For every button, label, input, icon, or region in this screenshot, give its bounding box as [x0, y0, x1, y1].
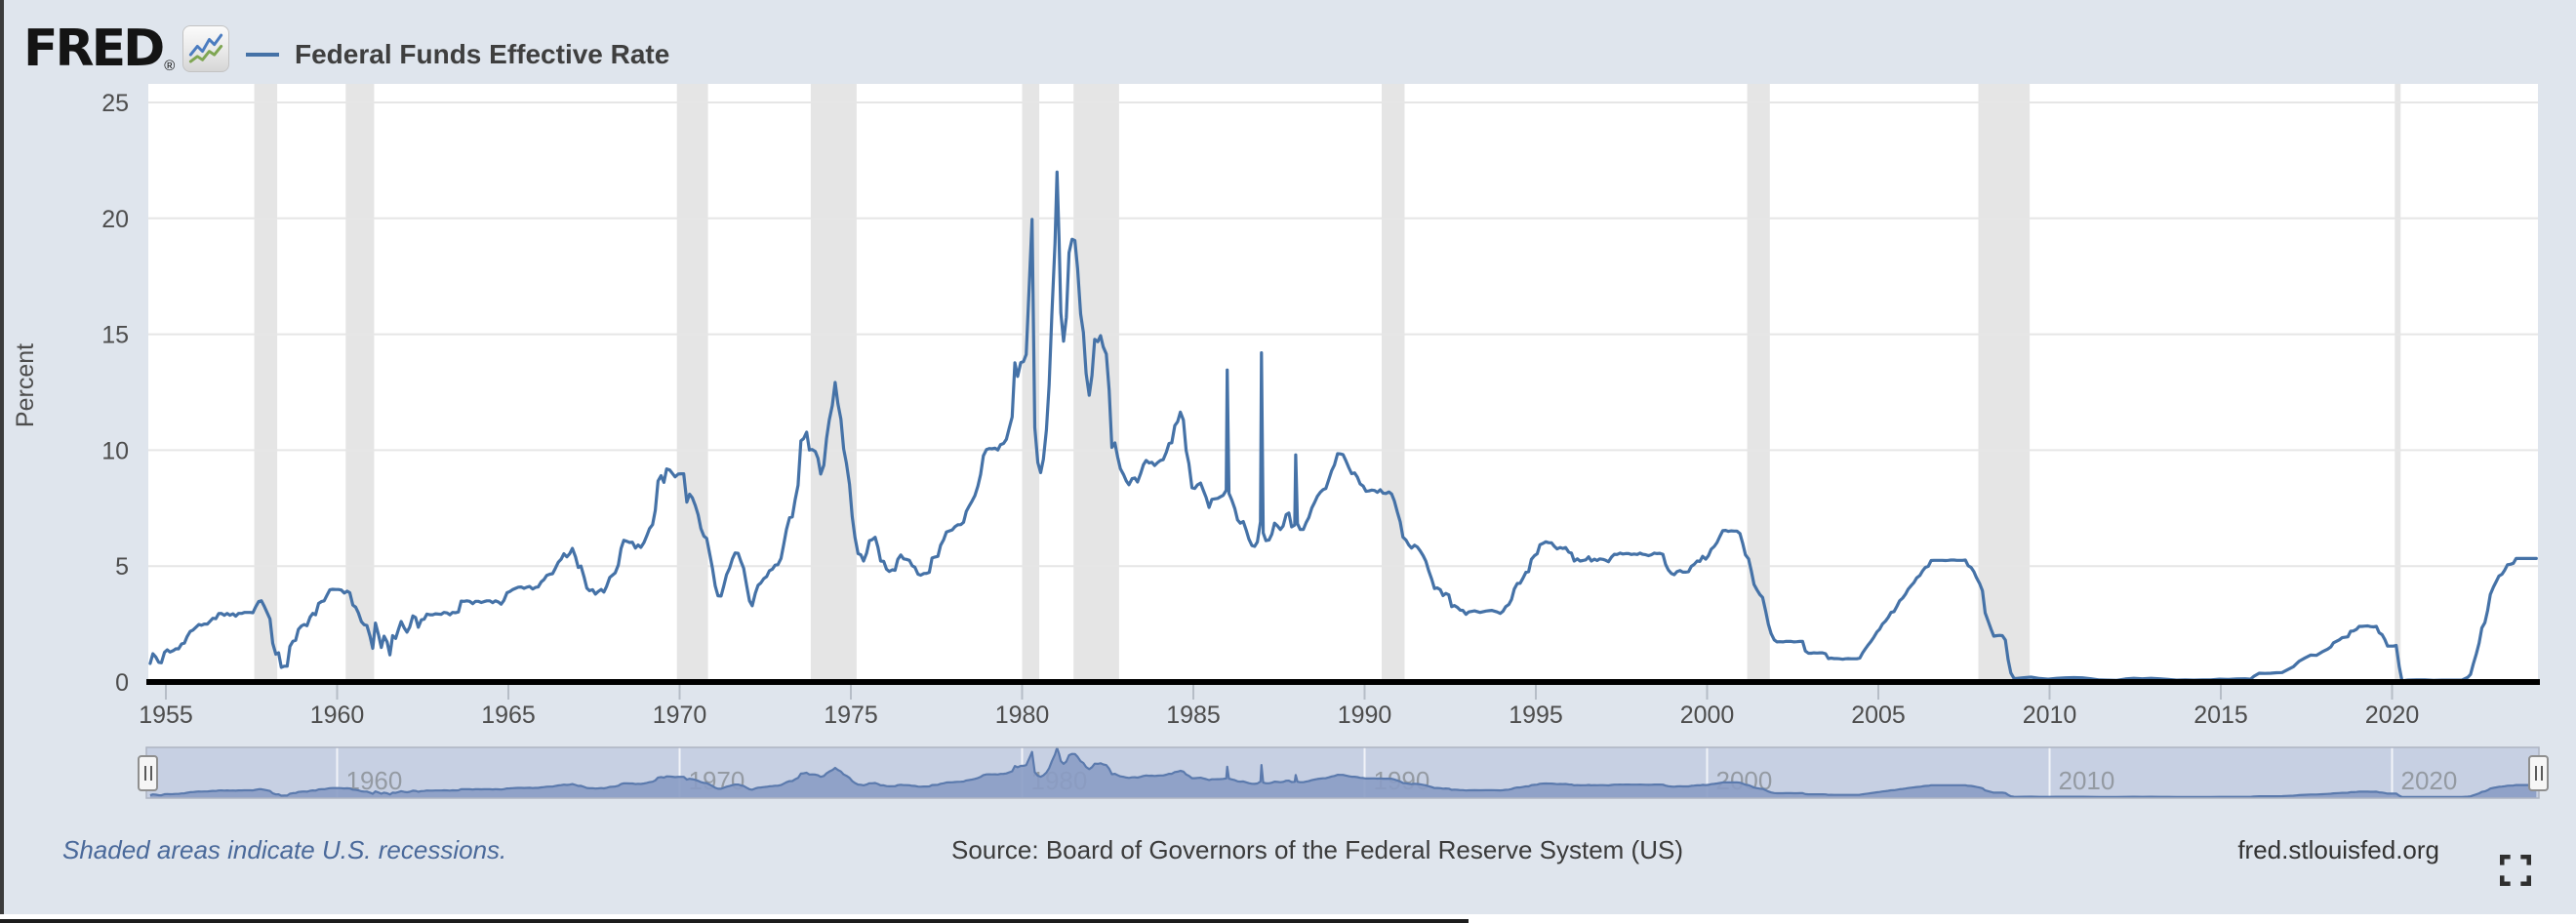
y-tick-label: 25 [101, 90, 129, 117]
recession-note: Shaded areas indicate U.S. recessions. [62, 835, 507, 864]
recession-band [345, 84, 375, 682]
recession-band [676, 84, 708, 682]
mini-line-series [149, 746, 2537, 799]
x-tick-label: 1985 [1166, 702, 1221, 729]
x-tick-label: 1975 [824, 702, 878, 729]
x-tick-label: 2000 [1680, 702, 1735, 729]
x-tick-label: 2020 [2365, 702, 2420, 729]
recession-band [1073, 84, 1119, 682]
x-tick-label: 1990 [1338, 702, 1392, 729]
recession-bands [254, 84, 2401, 682]
rate-line-series [148, 170, 2538, 683]
site-link[interactable]: fred.stlouisfed.org [2237, 835, 2439, 864]
recession-band [1022, 84, 1040, 682]
mini-decade-label: 2010 [2059, 766, 2115, 795]
fullscreen-button[interactable] [2499, 854, 2532, 887]
registered-trademark-symbol: ® [164, 58, 176, 74]
y-tick-label: 20 [101, 206, 129, 233]
legend-line-swatch [246, 53, 279, 57]
y-tick-label: 10 [101, 437, 129, 464]
y-tick-label: 5 [115, 553, 129, 581]
plot-background[interactable] [148, 84, 2538, 682]
range-handle-right[interactable] [2528, 755, 2549, 791]
y-gridlines [148, 101, 2538, 568]
series-legend: Federal Funds Effective Rate [246, 35, 669, 74]
x-ticks: 1955 1960 1965 1970 1975 1980 1985 1990 1995 2000… [139, 685, 2419, 729]
legend-label: Federal Funds Effective Rate [295, 39, 670, 69]
x-tick-label: 2005 [1851, 702, 1906, 729]
recession-band [254, 84, 278, 682]
sparkline-icon [182, 25, 230, 72]
recession-band [2395, 84, 2401, 682]
y-tick-labels: 0 5 10 15 20 25 [101, 90, 129, 697]
recession-band [1747, 84, 1770, 682]
y-tick-label: 0 [115, 669, 129, 697]
x-tick-label: 1965 [481, 702, 536, 729]
recession-band [1978, 84, 2031, 682]
mini-decade-label: 2020 [2401, 766, 2458, 795]
bottom-edge-line [0, 919, 1469, 923]
y-tick-label: 15 [101, 322, 129, 349]
source-attribution: Source: Board of Governors of the Federa… [951, 835, 1683, 864]
x-tick-label: 1995 [1509, 702, 1563, 729]
x-tick-label: 1955 [139, 702, 193, 729]
x-axis-line [146, 679, 2540, 685]
x-tick-label: 2015 [2194, 702, 2248, 729]
recession-band [1382, 84, 1405, 682]
range-handle-left[interactable] [138, 755, 158, 791]
fred-logo[interactable]: FRED ® [23, 20, 230, 78]
x-tick-label: 1980 [995, 702, 1050, 729]
fred-logo-text: FRED [23, 20, 165, 78]
left-edge-border [0, 0, 4, 914]
x-tick-label: 1960 [310, 702, 365, 729]
expand-icon [2499, 854, 2532, 887]
x-tick-label: 2010 [2023, 702, 2077, 729]
x-tick-label: 1970 [653, 702, 707, 729]
